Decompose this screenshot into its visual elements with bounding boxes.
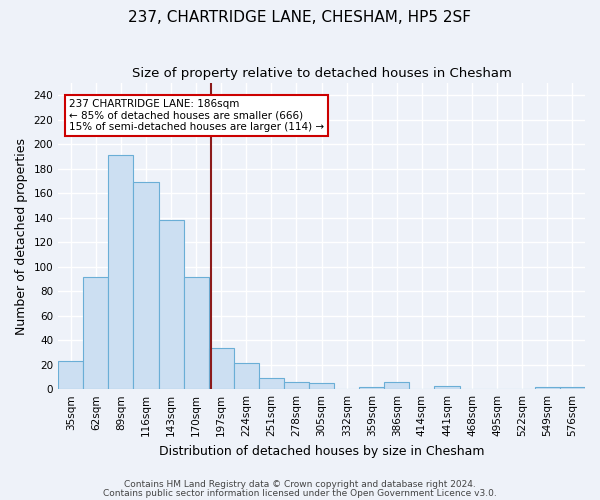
Bar	[385, 382, 409, 389]
Bar	[58, 361, 83, 389]
Bar	[259, 378, 284, 389]
Bar	[133, 182, 158, 389]
Bar	[83, 276, 109, 389]
Title: Size of property relative to detached houses in Chesham: Size of property relative to detached ho…	[131, 68, 512, 80]
Bar	[560, 386, 585, 389]
Bar	[359, 386, 385, 389]
Text: 237 CHARTRIDGE LANE: 186sqm
← 85% of detached houses are smaller (666)
15% of se: 237 CHARTRIDGE LANE: 186sqm ← 85% of det…	[69, 99, 324, 132]
Bar	[234, 364, 259, 389]
Bar	[434, 386, 460, 389]
Bar	[209, 348, 234, 389]
Bar	[158, 220, 184, 389]
Bar	[109, 156, 133, 389]
Text: Contains public sector information licensed under the Open Government Licence v3: Contains public sector information licen…	[103, 489, 497, 498]
Text: Contains HM Land Registry data © Crown copyright and database right 2024.: Contains HM Land Registry data © Crown c…	[124, 480, 476, 489]
X-axis label: Distribution of detached houses by size in Chesham: Distribution of detached houses by size …	[159, 444, 484, 458]
Y-axis label: Number of detached properties: Number of detached properties	[15, 138, 28, 334]
Bar	[309, 383, 334, 389]
Bar	[184, 276, 209, 389]
Bar	[535, 386, 560, 389]
Bar	[284, 382, 309, 389]
Text: 237, CHARTRIDGE LANE, CHESHAM, HP5 2SF: 237, CHARTRIDGE LANE, CHESHAM, HP5 2SF	[128, 10, 472, 25]
